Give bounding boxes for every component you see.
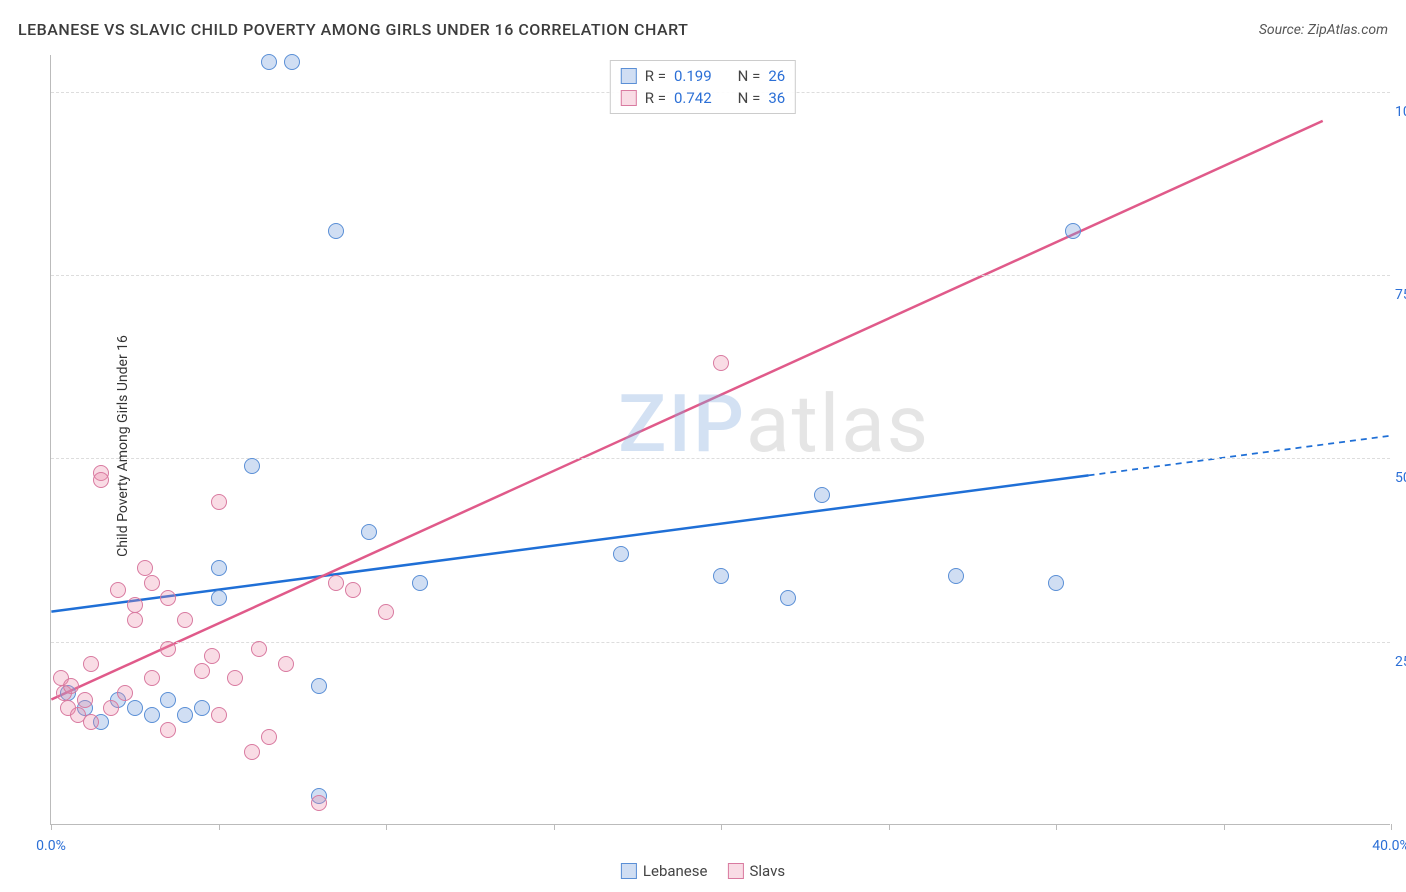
- legend-n-label: N =: [738, 67, 761, 85]
- x-tick: [721, 824, 722, 830]
- data-point-lebanese: [177, 707, 193, 723]
- legend-r-label: R =: [645, 67, 666, 85]
- legend-series-item-lebanese: Lebanese: [621, 862, 708, 880]
- data-point-slavs: [160, 641, 176, 657]
- data-point-slavs: [251, 641, 267, 657]
- x-tick: [386, 824, 387, 830]
- data-point-slavs: [127, 597, 143, 613]
- data-point-lebanese: [814, 487, 830, 503]
- y-tick-label: 100.0%: [1395, 104, 1406, 120]
- x-tick: [1391, 824, 1392, 830]
- data-point-slavs: [83, 656, 99, 672]
- data-point-slavs: [77, 692, 93, 708]
- x-tick: [1056, 824, 1057, 830]
- data-point-slavs: [227, 670, 243, 686]
- legend-series-label: Slavs: [749, 862, 785, 880]
- legend-r-value: 0.199: [674, 67, 712, 85]
- legend-r-label: R =: [645, 89, 666, 107]
- data-point-slavs: [160, 722, 176, 738]
- data-point-lebanese: [194, 700, 210, 716]
- data-point-slavs: [278, 656, 294, 672]
- gridline: [51, 275, 1390, 276]
- plot-area: ZIPatlas 25.0%50.0%75.0%100.0%0.0%40.0%: [50, 55, 1390, 825]
- legend-correlation-row-lebanese: R = 0.199 N = 26: [621, 65, 785, 87]
- data-point-slavs: [117, 685, 133, 701]
- data-point-lebanese: [211, 590, 227, 606]
- data-point-slavs: [378, 604, 394, 620]
- data-point-slavs: [204, 648, 220, 664]
- data-point-slavs: [713, 355, 729, 371]
- data-point-lebanese: [412, 575, 428, 591]
- data-point-lebanese: [713, 568, 729, 584]
- data-point-slavs: [211, 707, 227, 723]
- data-point-lebanese: [261, 54, 277, 70]
- data-point-slavs: [103, 700, 119, 716]
- legend-n-value: 36: [768, 89, 785, 107]
- x-tick: [219, 824, 220, 830]
- watermark: ZIPatlas: [618, 377, 930, 471]
- data-point-lebanese: [284, 54, 300, 70]
- data-point-lebanese: [613, 546, 629, 562]
- data-point-slavs: [345, 582, 361, 598]
- trendlines-layer: [51, 55, 1390, 824]
- watermark-zip: ZIP: [618, 377, 746, 471]
- legend-correlation-row-slavs: R = 0.742 N = 36: [621, 87, 785, 109]
- x-tick: [889, 824, 890, 830]
- data-point-slavs: [144, 575, 160, 591]
- legend-r-value: 0.742: [674, 89, 712, 107]
- data-point-slavs: [63, 678, 79, 694]
- data-point-lebanese: [144, 707, 160, 723]
- data-point-slavs: [137, 560, 153, 576]
- data-point-lebanese: [948, 568, 964, 584]
- data-point-lebanese: [244, 458, 260, 474]
- data-point-slavs: [144, 670, 160, 686]
- data-point-lebanese: [211, 560, 227, 576]
- x-tick-label: 0.0%: [36, 838, 66, 854]
- data-point-slavs: [177, 612, 193, 628]
- trendline-slavs: [51, 121, 1322, 700]
- x-tick: [554, 824, 555, 830]
- x-tick: [51, 824, 52, 830]
- y-tick-label: 25.0%: [1395, 654, 1406, 670]
- legend-swatch-lebanese: [621, 863, 637, 879]
- data-point-slavs: [93, 472, 109, 488]
- data-point-lebanese: [1048, 575, 1064, 591]
- data-point-slavs: [311, 795, 327, 811]
- trendline-lebanese: [51, 475, 1088, 611]
- data-point-lebanese: [780, 590, 796, 606]
- data-point-lebanese: [127, 700, 143, 716]
- data-point-lebanese: [1065, 223, 1081, 239]
- legend-n-value: 26: [768, 67, 785, 85]
- legend-correlation: R = 0.199 N = 26 R = 0.742 N = 36: [610, 60, 796, 114]
- source-label: Source: ZipAtlas.com: [1259, 22, 1388, 38]
- y-tick-label: 75.0%: [1395, 287, 1406, 303]
- gridline: [51, 642, 1390, 643]
- data-point-slavs: [127, 612, 143, 628]
- data-point-lebanese: [361, 524, 377, 540]
- trendline-lebanese-extrapolated: [1089, 436, 1390, 476]
- y-tick-label: 50.0%: [1395, 470, 1406, 486]
- data-point-lebanese: [328, 223, 344, 239]
- data-point-slavs: [261, 729, 277, 745]
- legend-swatch-lebanese: [621, 68, 637, 84]
- data-point-slavs: [211, 494, 227, 510]
- x-tick: [1224, 824, 1225, 830]
- data-point-slavs: [194, 663, 210, 679]
- data-point-lebanese: [311, 678, 327, 694]
- data-point-slavs: [244, 744, 260, 760]
- data-point-slavs: [110, 582, 126, 598]
- data-point-slavs: [160, 590, 176, 606]
- legend-swatch-slavs: [727, 863, 743, 879]
- legend-series-label: Lebanese: [643, 862, 708, 880]
- legend-series: Lebanese Slavs: [621, 862, 785, 880]
- legend-n-label: N =: [738, 89, 761, 107]
- data-point-slavs: [83, 714, 99, 730]
- legend-swatch-slavs: [621, 90, 637, 106]
- chart-title: LEBANESE VS SLAVIC CHILD POVERTY AMONG G…: [18, 20, 688, 39]
- legend-series-item-slavs: Slavs: [727, 862, 785, 880]
- data-point-lebanese: [160, 692, 176, 708]
- data-point-slavs: [328, 575, 344, 591]
- watermark-atlas: atlas: [746, 377, 930, 471]
- x-tick-label: 40.0%: [1372, 838, 1406, 854]
